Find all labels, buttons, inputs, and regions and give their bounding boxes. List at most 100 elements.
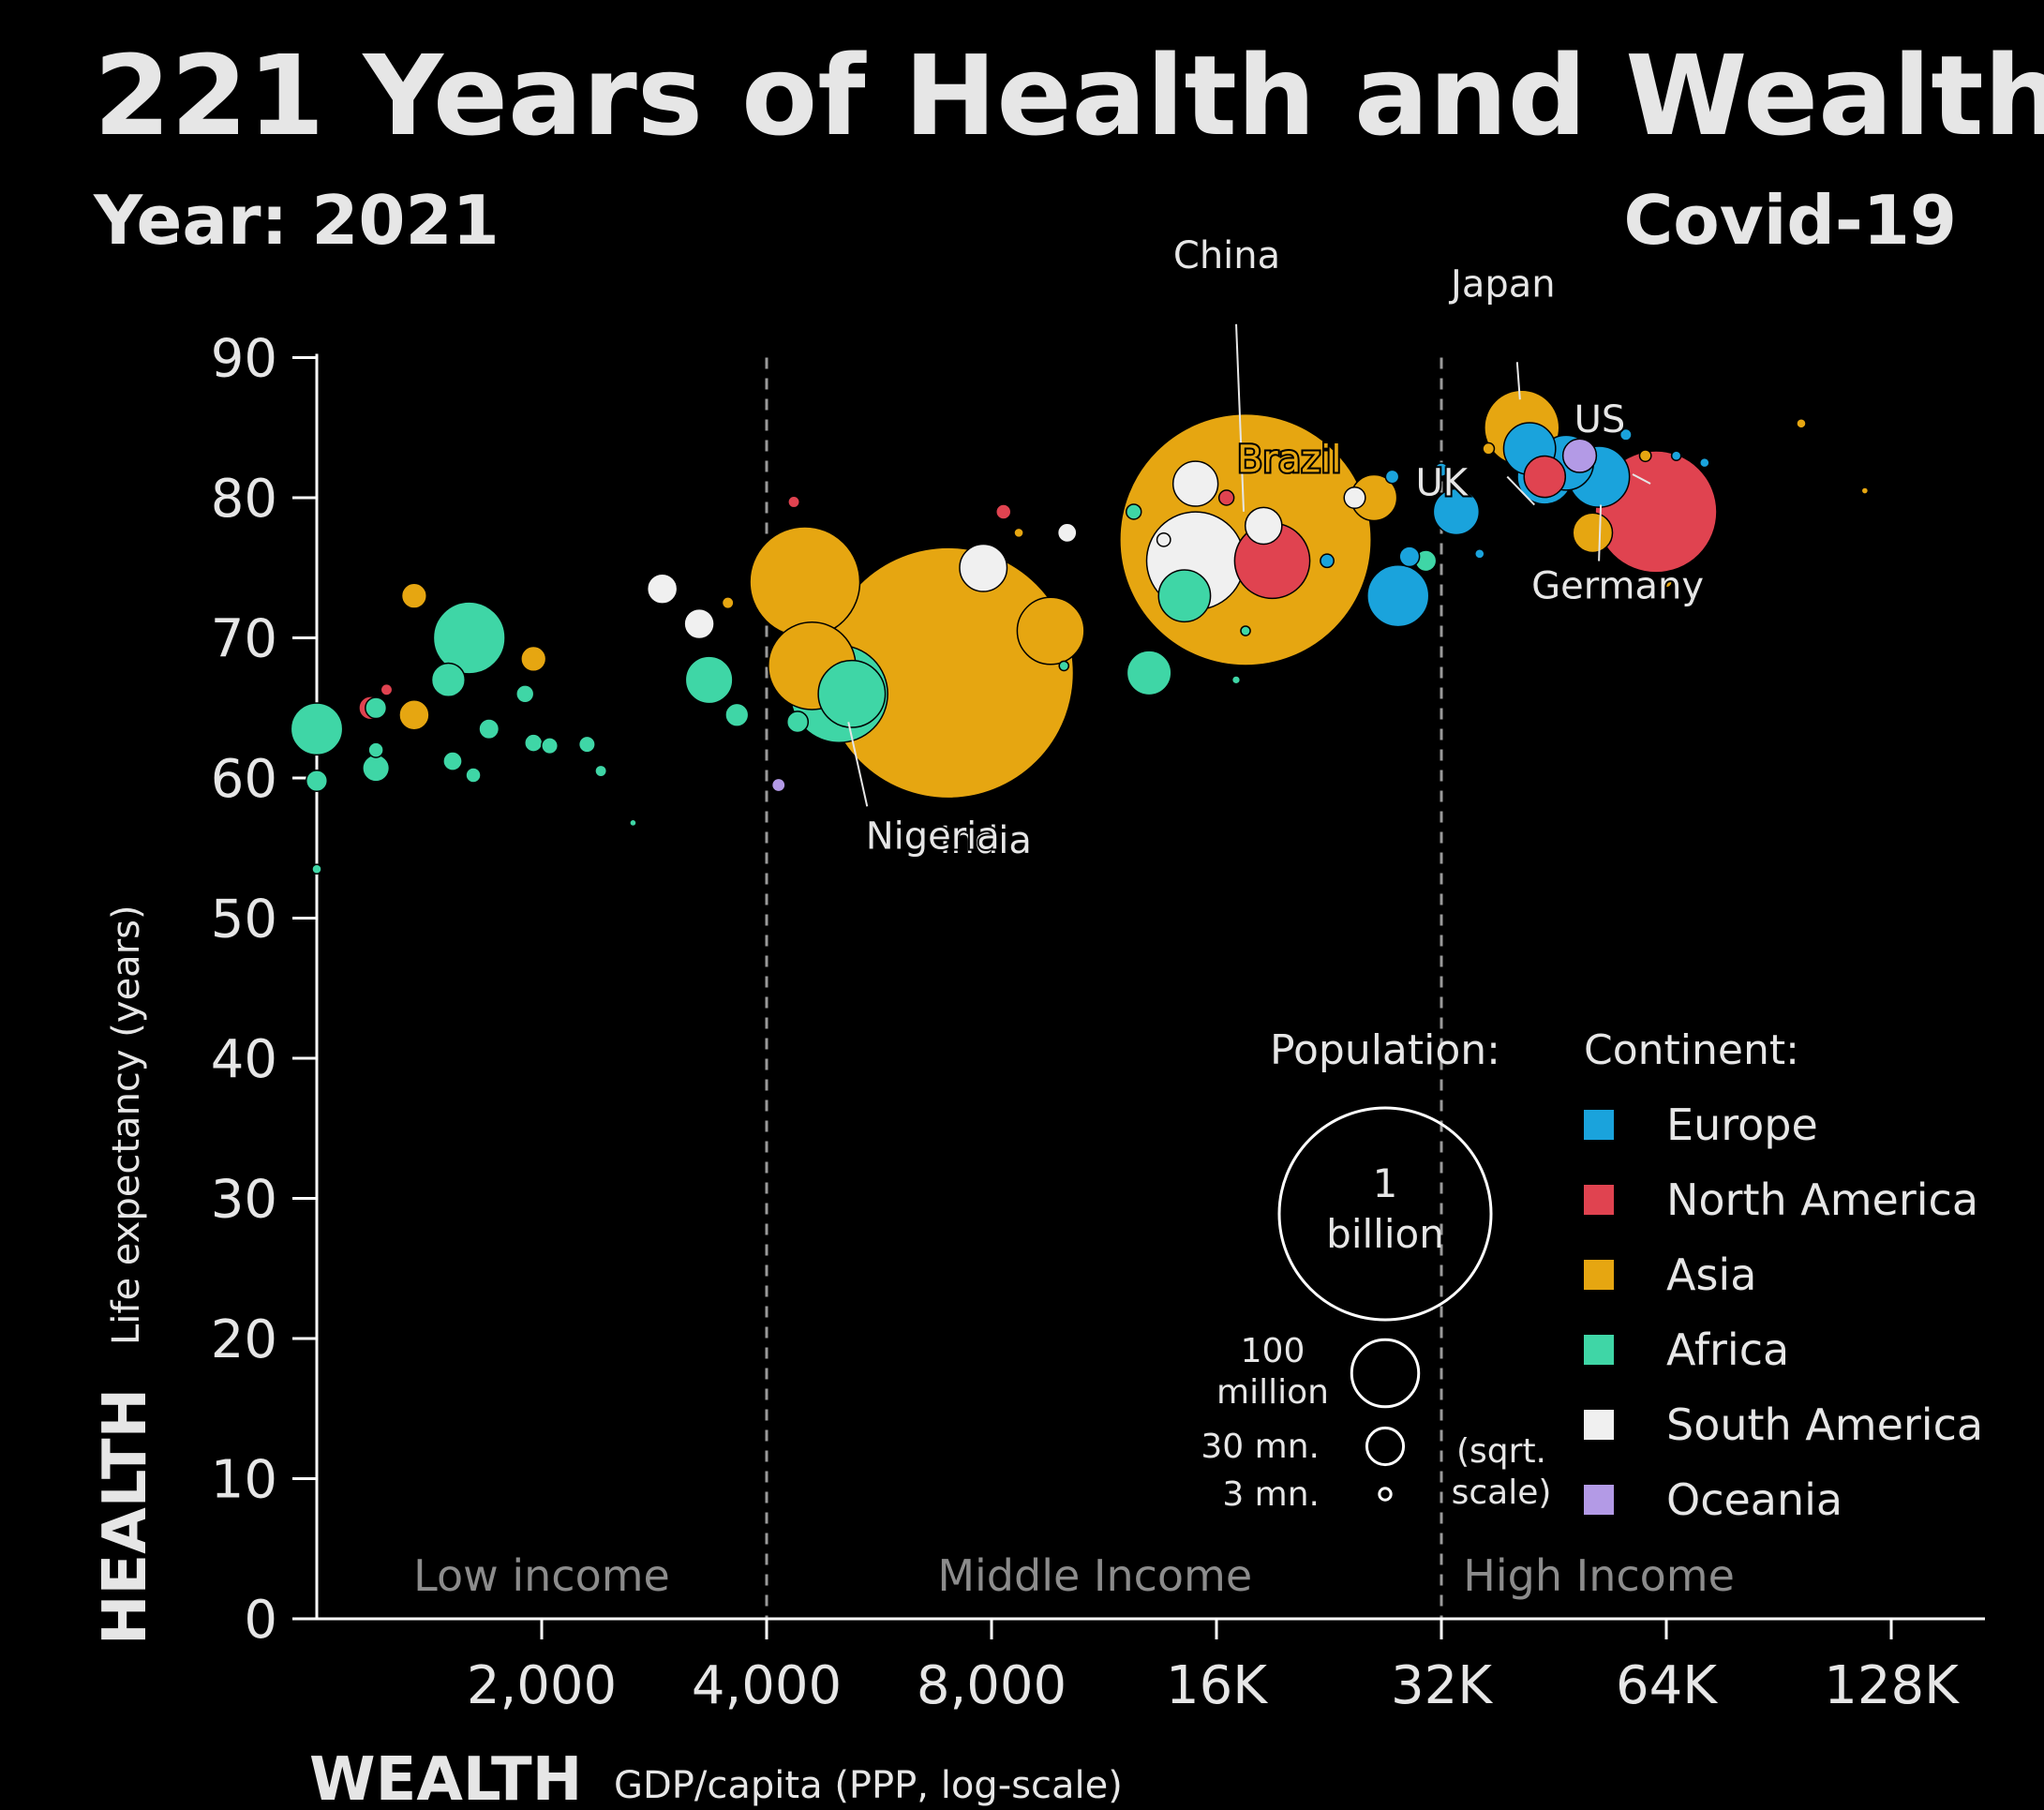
size-legend-circle xyxy=(1350,1338,1421,1409)
color-legend-label: North America xyxy=(1666,1174,1978,1225)
color-legend-title: Continent: xyxy=(1584,1026,1799,1074)
bubble xyxy=(817,659,887,728)
bubble xyxy=(432,601,506,675)
bubble xyxy=(400,582,428,609)
income-region-label: Low income xyxy=(413,1550,670,1601)
bubble xyxy=(995,503,1012,520)
x-tick-label: 16K xyxy=(1166,1655,1268,1716)
bubble xyxy=(380,682,394,696)
bubble xyxy=(787,495,800,509)
bubble xyxy=(515,684,535,704)
bubble-labels: China India US Japan Brazil Nigeria Germany UK xyxy=(847,232,1706,864)
bubble xyxy=(1796,417,1807,429)
bubble xyxy=(577,735,596,754)
bubble xyxy=(1171,460,1219,507)
x-tick-label: 64K xyxy=(1616,1655,1718,1716)
bubble xyxy=(724,702,750,727)
label-leader-line xyxy=(1506,475,1535,506)
x-axis-subtitle: GDP/capita (PPP, log-scale) xyxy=(614,1764,1123,1807)
bubble xyxy=(1217,489,1235,506)
bubble xyxy=(365,696,388,720)
bubble xyxy=(1013,527,1024,539)
bubble xyxy=(524,733,544,753)
bubble-label: India xyxy=(940,819,1032,862)
bubble xyxy=(1523,455,1567,499)
x-tick-label: 2,000 xyxy=(467,1655,617,1716)
bubble xyxy=(430,662,467,697)
bubble-label: US xyxy=(1574,398,1626,441)
bubble xyxy=(1157,569,1212,623)
bubble xyxy=(629,818,637,828)
bubble xyxy=(1434,462,1449,477)
bubble xyxy=(1482,441,1496,456)
bubble xyxy=(1398,546,1421,568)
year-label: Year: 2021 xyxy=(93,181,500,260)
bubble xyxy=(442,751,463,771)
bubble xyxy=(683,607,715,640)
bubble xyxy=(478,718,500,740)
bubble xyxy=(1638,449,1652,463)
bubble-label: China xyxy=(1173,234,1280,277)
color-legend-label: South America xyxy=(1666,1399,1983,1450)
x-tick-label: 8,000 xyxy=(917,1655,1067,1716)
bubble xyxy=(1320,553,1335,569)
y-tick-label: 80 xyxy=(211,469,277,530)
x-tick-label: 128K xyxy=(1824,1655,1960,1716)
bubble xyxy=(1572,512,1614,554)
bubble xyxy=(520,645,547,673)
bubble xyxy=(1126,503,1142,520)
bubble xyxy=(721,596,735,610)
bubble xyxy=(1126,650,1172,696)
bubble xyxy=(785,711,810,734)
x-tick-label: 4,000 xyxy=(692,1655,842,1716)
color-legend-swatch xyxy=(1584,1260,1614,1290)
y-tick-label: 70 xyxy=(211,609,277,670)
bubble xyxy=(1670,450,1682,461)
size-legend-label: 3 mn. xyxy=(1222,1475,1320,1514)
size-legend-label: 30 mn. xyxy=(1201,1428,1320,1466)
size-legend-circle xyxy=(1378,1487,1393,1502)
color-legend-swatch xyxy=(1584,1485,1614,1515)
chart-title: 221 Years of Health and Wealth xyxy=(94,31,2044,160)
bubble xyxy=(1343,486,1366,510)
bubble xyxy=(1231,675,1242,685)
color-legend-swatch xyxy=(1584,1110,1614,1140)
bubble xyxy=(770,777,786,793)
bubble xyxy=(1561,438,1598,473)
y-axis-title: HEALTH xyxy=(91,1388,160,1645)
bubble xyxy=(1016,596,1085,666)
y-tick-label: 0 xyxy=(244,1590,277,1651)
bubble xyxy=(1244,506,1283,546)
bubble xyxy=(749,526,861,638)
size-legend-label: 1 xyxy=(1373,1160,1398,1206)
color-legend-swatch xyxy=(1584,1410,1614,1440)
size-legend-circle xyxy=(1277,1106,1493,1322)
y-tick-label: 20 xyxy=(211,1309,277,1370)
income-region-label: High Income xyxy=(1463,1550,1735,1601)
y-tick-label: 30 xyxy=(211,1170,277,1231)
y-tick-label: 40 xyxy=(211,1029,277,1090)
axes: 0 10 20 30 40 50 60 70 80 90 2,000 4,000 8,000 16K 32K… xyxy=(211,329,1985,1716)
bubble-label: Brazil xyxy=(1237,438,1342,481)
y-tick-label: 60 xyxy=(211,749,277,810)
bubble xyxy=(367,741,384,758)
bubble xyxy=(1058,660,1070,672)
bubble xyxy=(305,769,329,793)
bubble xyxy=(1860,486,1870,495)
color-legend-label: Asia xyxy=(1666,1249,1756,1300)
bubble-label: Nigeria xyxy=(866,815,1000,858)
bubble-label: Japan xyxy=(1448,262,1556,306)
y-tick-label: 90 xyxy=(211,329,277,390)
label-leader-line xyxy=(847,722,869,807)
size-legend-label: million xyxy=(1216,1373,1329,1412)
y-axis-subtitle: Life expectancy (years) xyxy=(105,905,148,1345)
x-tick-label: 32K xyxy=(1391,1655,1493,1716)
bubbles xyxy=(290,389,1870,875)
size-legend-note: scale) xyxy=(1452,1473,1552,1512)
income-region-label: Middle Income xyxy=(937,1550,1252,1601)
color-legend-label: Oceania xyxy=(1666,1474,1843,1525)
label-leader-line xyxy=(1235,323,1246,512)
